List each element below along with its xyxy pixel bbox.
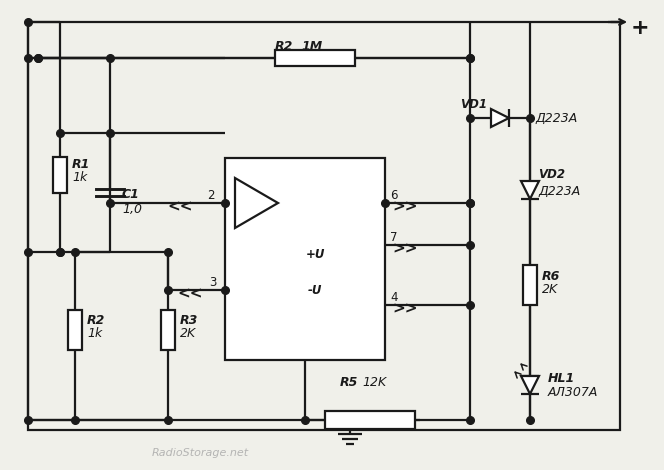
Text: 1k: 1k xyxy=(87,327,102,340)
Text: RadioStorage.net: RadioStorage.net xyxy=(151,448,248,458)
Text: R2: R2 xyxy=(87,314,106,327)
Polygon shape xyxy=(521,181,539,199)
Bar xyxy=(53,157,67,193)
Text: <<: << xyxy=(177,287,203,301)
Text: 4: 4 xyxy=(390,291,398,304)
Text: >>: >> xyxy=(392,301,418,316)
Text: Д223А: Д223А xyxy=(538,185,580,198)
Text: VD1: VD1 xyxy=(460,98,487,111)
Bar xyxy=(28,22,620,430)
Text: 3: 3 xyxy=(209,276,216,289)
Bar xyxy=(325,411,415,429)
Text: +U: +U xyxy=(305,249,325,261)
Text: VD2: VD2 xyxy=(538,168,565,181)
Text: R1: R1 xyxy=(72,158,90,171)
Polygon shape xyxy=(491,109,509,127)
Text: 1k: 1k xyxy=(72,171,87,184)
Text: 12K: 12K xyxy=(362,376,386,389)
Bar xyxy=(225,158,385,360)
Text: 1,0: 1,0 xyxy=(122,203,142,216)
Text: +: + xyxy=(631,18,649,38)
Text: 7: 7 xyxy=(390,231,398,244)
Text: 1M: 1M xyxy=(301,40,322,53)
Bar xyxy=(523,265,537,305)
Text: 2K: 2K xyxy=(180,327,197,340)
Bar xyxy=(68,310,82,350)
Text: R2: R2 xyxy=(275,40,293,53)
Polygon shape xyxy=(235,178,278,228)
Bar xyxy=(161,310,175,350)
Text: R5: R5 xyxy=(340,376,359,389)
Text: 6: 6 xyxy=(390,189,398,202)
Text: <<: << xyxy=(167,199,193,214)
Text: R6: R6 xyxy=(542,270,560,283)
Text: R3: R3 xyxy=(180,314,199,327)
Text: >>: >> xyxy=(392,199,418,214)
Text: C1: C1 xyxy=(122,188,140,201)
Text: АЛ307А: АЛ307А xyxy=(548,386,598,399)
Polygon shape xyxy=(521,376,539,394)
Text: -U: -U xyxy=(308,283,322,297)
Text: 2: 2 xyxy=(207,189,214,202)
Text: Д223А: Д223А xyxy=(535,112,577,125)
Text: >>: >> xyxy=(392,242,418,257)
Text: HL1: HL1 xyxy=(548,372,575,385)
Bar xyxy=(275,50,355,66)
Text: 2K: 2K xyxy=(542,283,558,296)
